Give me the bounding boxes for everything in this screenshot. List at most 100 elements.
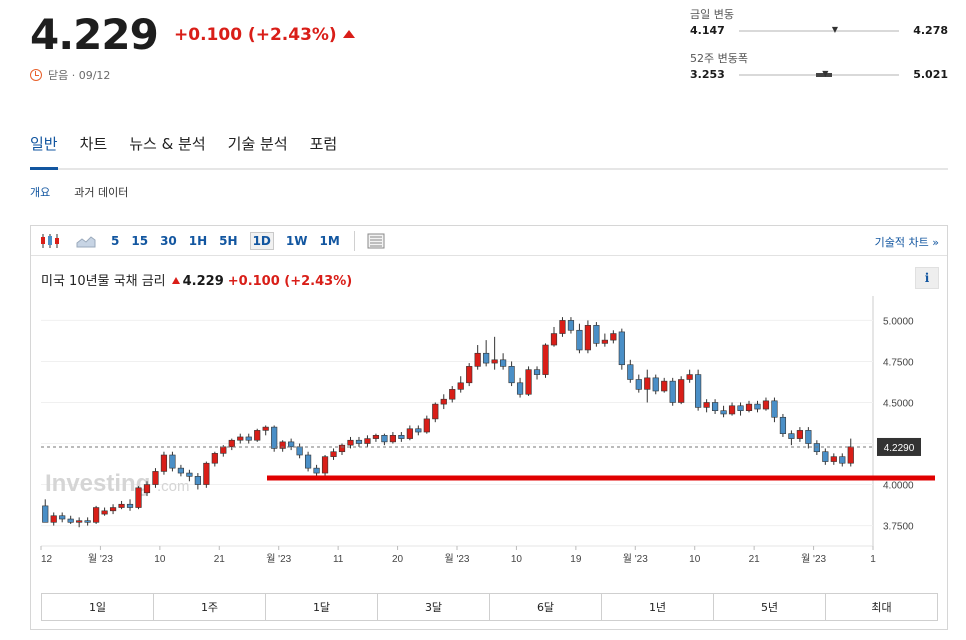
y-tick-label: 4.7500 xyxy=(883,357,914,368)
candle-body xyxy=(152,471,159,485)
candle-body xyxy=(788,433,795,439)
period-1w[interactable]: 1주 xyxy=(154,594,266,620)
candle-body xyxy=(398,435,405,439)
candle-body xyxy=(516,382,524,395)
candle-body xyxy=(635,379,642,390)
candle-body xyxy=(160,454,168,472)
info-button[interactable]: i xyxy=(915,267,939,289)
day-range-bar: ▼ xyxy=(738,25,900,34)
x-tick-label: 20 xyxy=(392,554,404,565)
chart-change: +0.100 (+2.43%) xyxy=(227,274,353,289)
period-max[interactable]: 최대 xyxy=(871,601,892,614)
sub-tabs: 개요 과거 데이터 xyxy=(30,184,128,200)
candle-body xyxy=(135,487,142,508)
candle-body xyxy=(313,467,320,474)
candle-body xyxy=(211,453,218,464)
subtab-historical[interactable]: 과거 데이터 xyxy=(74,186,129,199)
price-change-text: +0.100 (+2.43%) xyxy=(174,25,337,45)
candle-body xyxy=(711,402,719,411)
settings-panel-icon[interactable] xyxy=(365,232,387,250)
candle-body xyxy=(567,320,575,331)
candle-body xyxy=(847,446,854,464)
price-value: 4.229 xyxy=(30,10,159,59)
interval-1m[interactable]: 1M xyxy=(319,233,340,248)
period-1y[interactable]: 1년 xyxy=(602,594,714,620)
candle-body xyxy=(754,403,761,410)
candle-body xyxy=(304,454,312,469)
technical-chart-link[interactable]: 기술적 차트 » xyxy=(874,236,939,249)
candle-body xyxy=(678,379,685,403)
candle-body xyxy=(347,439,354,446)
interval-5h[interactable]: 5H xyxy=(219,233,238,248)
candle-body xyxy=(245,436,252,441)
candle-body xyxy=(118,503,125,508)
tab-forum[interactable]: 포럼 xyxy=(309,135,338,153)
watermark-suffix: .com xyxy=(157,478,190,495)
interval-1w[interactable]: 1W xyxy=(285,233,308,248)
candle-body xyxy=(559,320,566,334)
x-tick-label: 11 xyxy=(333,554,344,565)
x-tick-label: 12 xyxy=(41,554,53,565)
candle-body xyxy=(610,333,617,341)
x-tick-label: 월 '23 xyxy=(801,553,826,565)
period-6m[interactable]: 6달 xyxy=(490,594,602,620)
candle-body xyxy=(177,467,185,474)
candle-body xyxy=(101,510,108,515)
period-5y[interactable]: 5년 xyxy=(714,594,826,620)
x-tick-label: 1 xyxy=(870,554,876,565)
day-range-low: 4.147 xyxy=(690,24,725,37)
toolbar-divider xyxy=(353,230,355,251)
x-tick-label: 10 xyxy=(154,554,166,565)
tab-general[interactable]: 일반 xyxy=(30,130,58,170)
chart-widget: 5 15 30 1H 5H 1D 1W 1M 기술적 차트 » 미국 10년물 … xyxy=(30,225,948,630)
area-chart-icon[interactable] xyxy=(75,232,97,250)
candle-body xyxy=(203,462,210,485)
chart-current-value: 4.229 xyxy=(182,274,224,289)
interval-1h[interactable]: 1H xyxy=(188,233,208,248)
candle-body xyxy=(576,329,583,351)
candle-body xyxy=(406,428,413,439)
price-chart[interactable]: 5.00004.75004.50004.25004.00003.750012월 … xyxy=(31,296,947,588)
candle-body xyxy=(779,416,787,434)
period-selector: 1일 1주 1달 3달 6달 1년 5년 최대 xyxy=(41,593,938,621)
tab-technical[interactable]: 기술 분석 xyxy=(227,135,288,153)
candle-body xyxy=(695,374,702,408)
interval-1d[interactable]: 1D xyxy=(249,231,274,250)
candle-body xyxy=(143,484,151,494)
candle-body xyxy=(644,377,651,390)
interval-5[interactable]: 5 xyxy=(111,233,120,248)
candle-body xyxy=(550,333,558,346)
x-tick-label: 21 xyxy=(214,554,226,565)
y-tick-label: 4.0000 xyxy=(883,481,914,492)
week52-range-low: 3.253 xyxy=(690,68,725,81)
period-3m[interactable]: 3달 xyxy=(378,594,490,620)
candle-body xyxy=(432,403,439,420)
candle-body xyxy=(762,400,770,410)
candlestick-icon[interactable] xyxy=(39,232,61,250)
candle-body xyxy=(126,503,134,508)
subtab-overview[interactable]: 개요 xyxy=(30,186,51,199)
candle-body xyxy=(338,444,346,453)
candle-body xyxy=(618,331,625,366)
tab-news[interactable]: 뉴스 & 분석 xyxy=(129,135,206,153)
candle-body xyxy=(542,344,549,375)
week52-range-marker-icon: ▼ xyxy=(822,68,829,78)
interval-30[interactable]: 30 xyxy=(160,233,177,248)
period-1m[interactable]: 1달 xyxy=(266,594,378,620)
period-1d[interactable]: 1일 xyxy=(42,594,154,620)
interval-15[interactable]: 15 xyxy=(131,233,149,248)
watermark-logo: Investing xyxy=(45,470,150,497)
candle-body xyxy=(321,456,329,474)
current-price-tag xyxy=(877,437,921,456)
day-range-marker-icon: ▼ xyxy=(831,24,838,34)
x-tick-label: 월 '23 xyxy=(623,553,648,565)
chart-title: 미국 10년물 국채 금리 4.229 +0.100 (+2.43%) xyxy=(41,270,352,289)
market-status-text: 닫음 · 09/12 xyxy=(48,69,111,82)
tab-chart[interactable]: 차트 xyxy=(79,135,108,153)
candle-body xyxy=(372,435,380,439)
candle-body xyxy=(466,366,473,384)
candle-body xyxy=(483,352,490,364)
candle-body xyxy=(593,325,600,344)
candle-body xyxy=(525,369,532,395)
market-status: 닫음 · 09/12 xyxy=(30,67,110,83)
